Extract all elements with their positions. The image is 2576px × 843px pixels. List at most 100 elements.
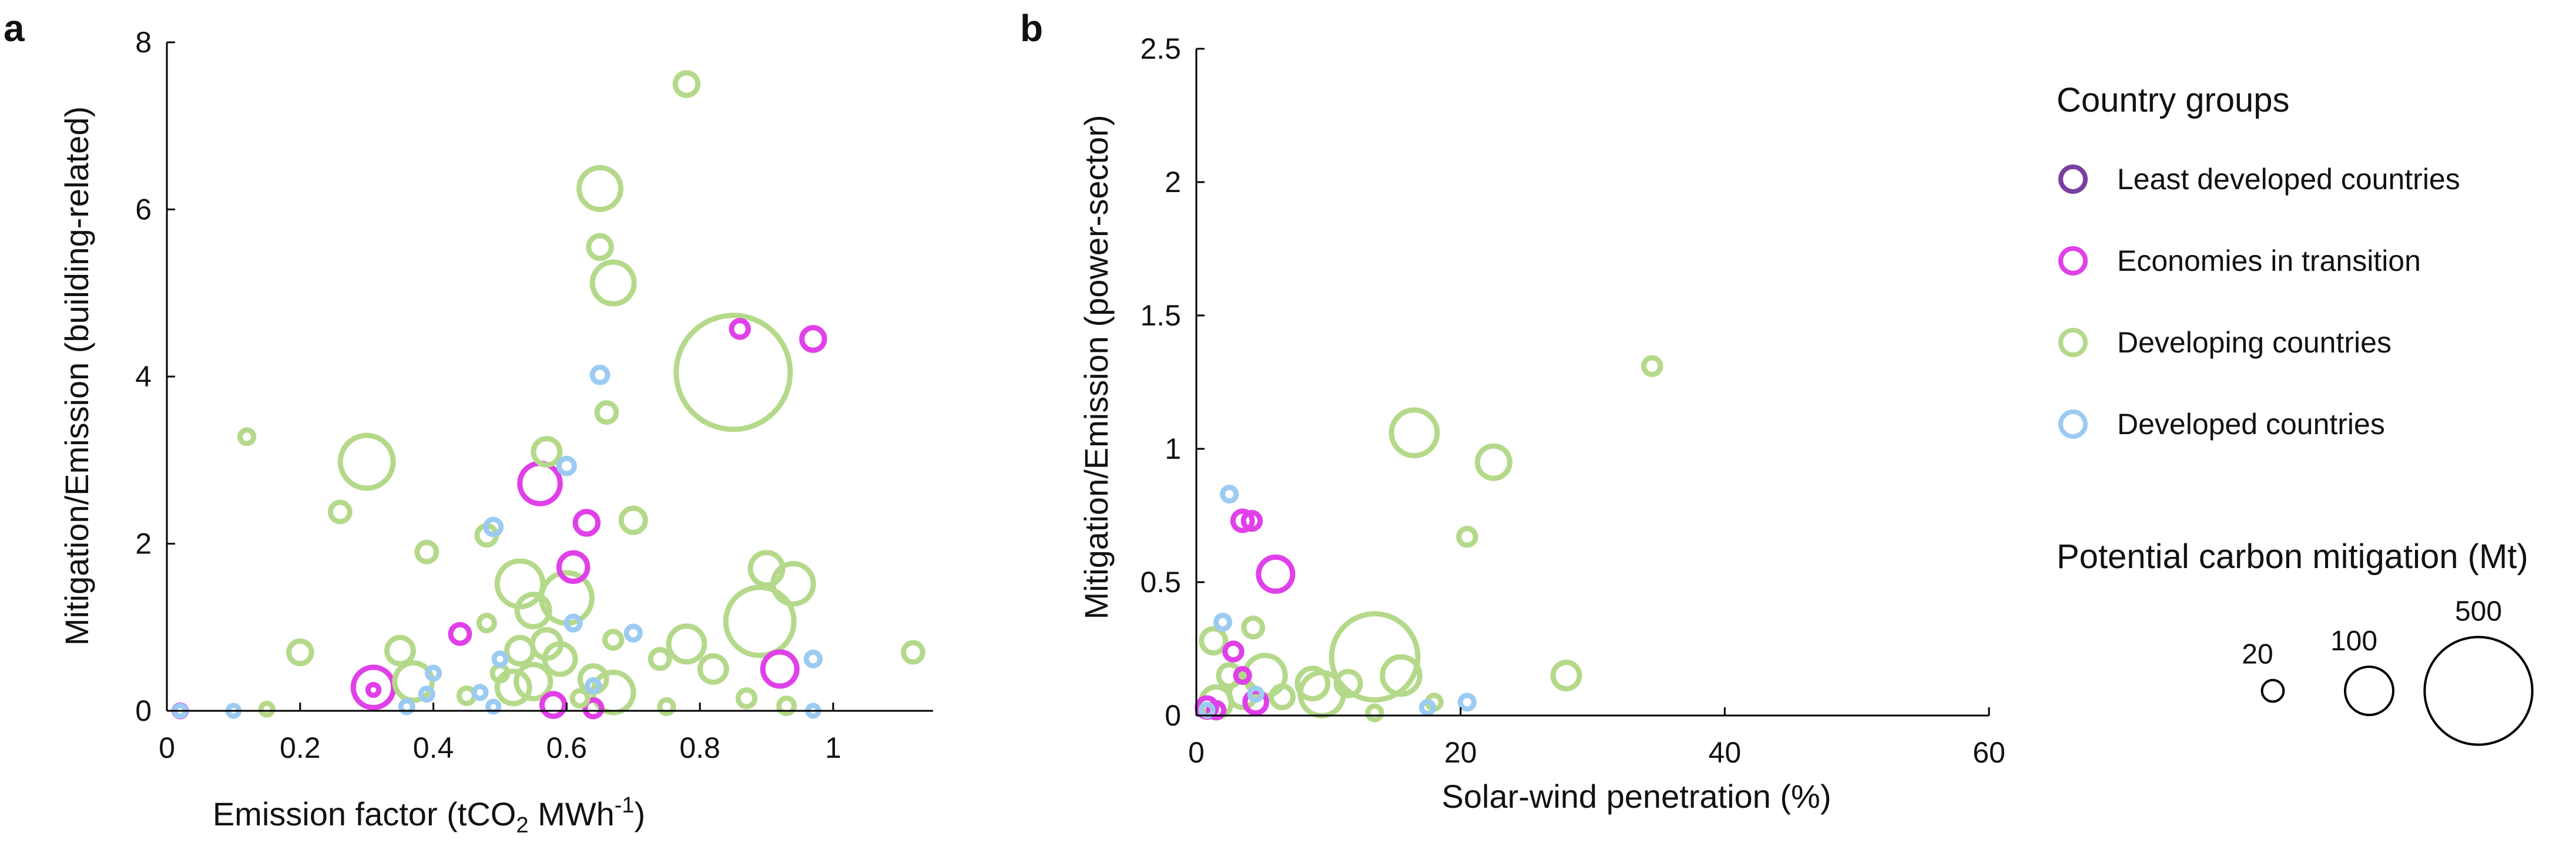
y-tick-label: 0.5 <box>1140 566 1181 599</box>
bubble-economies-transition <box>1230 508 1255 533</box>
bubble-developing <box>258 700 276 718</box>
bubble-developing <box>747 550 786 588</box>
bubble-economies-transition <box>572 509 601 537</box>
bubble-developing <box>489 663 511 684</box>
bubble-developed <box>1457 693 1477 712</box>
bubble-developed <box>1247 686 1264 703</box>
y-tick-label: 2 <box>135 528 152 560</box>
x-axis-title-superscript: -1 <box>615 793 635 818</box>
bubble-developed <box>471 684 489 701</box>
bubble-developing <box>901 640 925 665</box>
legend-size-label: 500 <box>2455 596 2502 627</box>
bubble-developing <box>384 634 416 667</box>
bubble-developing <box>735 687 758 710</box>
bubble-developed <box>623 623 643 643</box>
legend-marker-developed <box>2058 409 2088 439</box>
legend-label-economies-transition: Economies in transition <box>2117 244 2421 277</box>
x-tick-label: 0.4 <box>413 731 454 764</box>
bubble-economies-transition <box>1206 700 1227 721</box>
x-tick-label: 0.6 <box>546 731 588 764</box>
x-axis-title-unit: MWh <box>529 795 615 832</box>
panel-a-bubbles <box>172 70 925 720</box>
bubble-developing <box>514 661 554 701</box>
bubble-developing <box>1388 407 1440 459</box>
panel-b: b 0 20 40 60 0 0.5 1 1.5 2 2.5 Mitigation/Emissio… <box>1020 7 2005 815</box>
legend-size-circle <box>2260 679 2285 703</box>
y-tick-label: 2.5 <box>1140 32 1181 65</box>
bubble-developed <box>418 686 435 703</box>
bubble-developing <box>1269 683 1296 711</box>
y-tick-label: 0 <box>1165 699 1181 732</box>
bubble-developed <box>1418 698 1437 716</box>
bubble-developing <box>531 436 563 468</box>
legend-sizes: 20 100 500 <box>2242 596 2534 746</box>
bubble-developing <box>602 629 625 651</box>
bubble-developing <box>1474 443 1512 481</box>
legend-size-circle <box>2423 636 2534 746</box>
bubble-developed <box>483 516 504 538</box>
x-tick-label: 40 <box>1709 736 1742 769</box>
bubble-developing <box>770 560 816 607</box>
legend-groups: Least developed countries Economies in tr… <box>2058 163 2460 441</box>
bubble-developing <box>327 499 353 525</box>
bubble-developing <box>594 400 619 425</box>
bubble-developing <box>286 638 314 667</box>
bubble-developing <box>569 688 591 709</box>
bubble-developing <box>1241 615 1266 640</box>
bubble-developed <box>425 664 442 682</box>
bubble-developed <box>803 649 823 669</box>
bubble-economies-transition <box>365 681 382 698</box>
bubble-developed <box>491 650 509 668</box>
x-tick-label: 0 <box>1188 736 1205 769</box>
panel-a-y-axis-title: Mitigation/Emission (building-related) <box>58 106 95 646</box>
y-tick-label: 0 <box>135 694 152 727</box>
y-tick-label: 1.5 <box>1140 299 1181 332</box>
bubble-developing <box>589 259 637 307</box>
bubble-developing <box>776 695 797 716</box>
bubble-developing <box>1641 355 1663 377</box>
x-axis-title-main: Emission factor (tCO <box>213 795 516 832</box>
bubble-developing <box>1294 666 1331 701</box>
panel-b-y-axis-title: Mitigation/Emission (power-sector) <box>1078 115 1115 620</box>
bubble-economies-transition <box>799 325 827 353</box>
bubble-developing <box>673 313 793 432</box>
bubble-economies-transition <box>1240 509 1263 532</box>
legend-size-label: 100 <box>2330 626 2377 657</box>
y-tick-label: 6 <box>135 193 152 226</box>
y-tick-label: 4 <box>135 360 152 393</box>
bubble-developing <box>697 653 729 685</box>
bubble-developing <box>1380 654 1423 697</box>
bubble-developing <box>504 634 536 667</box>
bubble-developing <box>414 539 440 565</box>
y-tick-label: 1 <box>1165 432 1181 465</box>
legend-marker-economies-transition <box>2058 246 2088 276</box>
x-tick-label: 0 <box>159 731 175 764</box>
bubble-developing <box>1365 703 1384 723</box>
bubble-economies-transition <box>350 664 397 710</box>
bubble-developing <box>648 647 672 671</box>
x-axis-title-end: ) <box>635 795 646 832</box>
panel-b-axes: 0 20 40 60 0 0.5 1 1.5 2 2.5 <box>1140 32 2005 769</box>
x-axis-title-subscript: 2 <box>516 813 528 838</box>
bubble-developed <box>485 698 502 715</box>
bubble-developed <box>556 455 577 476</box>
panel-a: a 0 0.2 0.4 0.6 0.8 1 0 2 4 6 8 Mitigation/Emissio… <box>4 7 933 838</box>
panel-b-bubbles <box>1195 355 1663 723</box>
panel-a-x-axis-title: Emission factor (tCO2 MWh-1) <box>213 793 645 838</box>
panel-b-x-axis-title: Solar-wind penetration (%) <box>1442 778 1832 815</box>
bubble-developed <box>1220 485 1239 504</box>
x-tick-label: 1 <box>825 731 841 764</box>
bubble-economies-transition <box>760 649 800 689</box>
bubble-economies-transition <box>729 318 751 340</box>
legend-size-circle <box>2344 666 2394 716</box>
legend-label-developing: Developing countries <box>2117 326 2391 359</box>
bubble-developing <box>1550 659 1582 691</box>
bubble-developing <box>476 613 497 634</box>
y-tick-label: 8 <box>135 26 152 59</box>
legend: Country groups Least developed countries… <box>2057 81 2534 746</box>
bubble-developing <box>1329 611 1421 703</box>
bubble-developing <box>657 697 676 716</box>
legend-size-title: Potential carbon mitigation (Mt) <box>2057 538 2528 576</box>
bubble-economies-transition <box>1233 666 1252 685</box>
